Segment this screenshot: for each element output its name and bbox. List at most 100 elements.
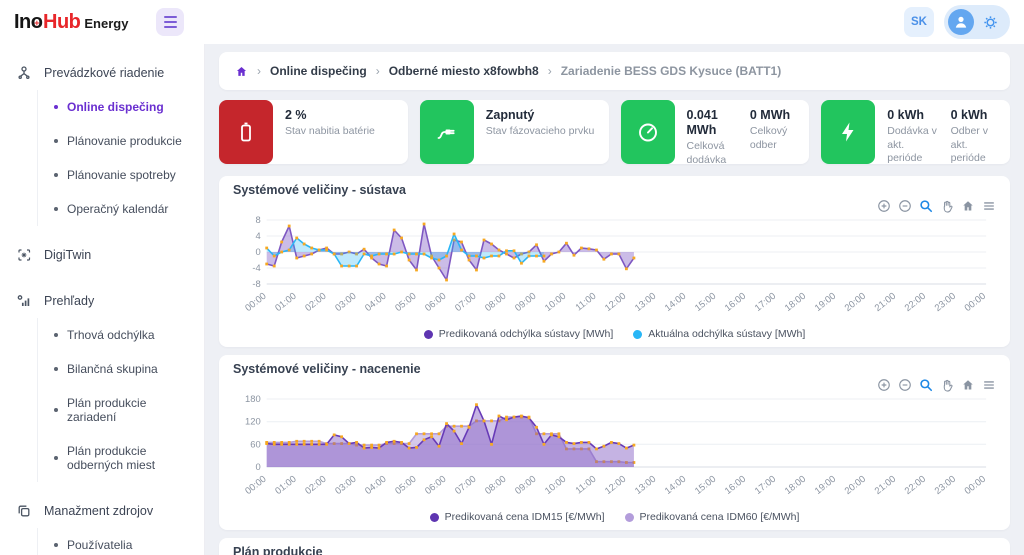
pan-icon[interactable] <box>940 199 954 213</box>
pricing-chart[interactable]: 180 120 60 0 00:00 01:00 02:00 03:00 04:00 05:00 0… <box>233 393 996 509</box>
panel-pricing: Systémové veličiny - nacenenie 180 120 60 0… <box>219 355 1010 530</box>
svg-text:180: 180 <box>245 394 261 405</box>
svg-text:17:00: 17:00 <box>753 474 778 497</box>
legend-item[interactable]: Predikovaná cena IDM60 [€/MWh] <box>624 511 799 523</box>
sidebar-item-digitwin[interactable]: DigiTwin <box>0 238 204 272</box>
svg-text:05:00: 05:00 <box>393 291 418 314</box>
zoom-in-icon[interactable] <box>877 199 891 213</box>
stat-label: Stav fázovacieho prvku <box>485 125 595 137</box>
sidebar: Prevádzkové riadenie Online dispečing Pl… <box>0 44 205 555</box>
home-icon[interactable] <box>961 378 975 392</box>
stat-value: Zapnutý <box>485 108 535 122</box>
sidebar-toggle-button[interactable] <box>156 8 185 36</box>
legend-label: Aktuálna odchýlka sústavy [MWh] <box>648 328 806 340</box>
legend-item[interactable]: Predikovaná cena IDM15 [€/MWh] <box>429 511 605 523</box>
panel-title: Systémové veličiny - sústava <box>233 183 407 197</box>
sidebar-item-label: Používatelia <box>67 538 133 552</box>
stat-value: 0 kWh <box>950 108 988 122</box>
bullet-icon <box>54 333 58 337</box>
zoom-in-icon[interactable] <box>877 378 891 392</box>
logo-text-in: In <box>14 10 31 33</box>
deviation-chart[interactable]: 8 4 0 -4 -8 00:00 01:00 02:00 03:00 04:00 05:00 06:… <box>233 214 996 326</box>
nav-children: Trhová odchýlka Bilančná skupina Plán pr… <box>37 318 204 482</box>
svg-text:07:00: 07:00 <box>453 474 478 497</box>
profile-pill <box>944 5 1010 39</box>
legend-dot-icon <box>624 512 634 522</box>
digitwin-icon <box>16 247 32 263</box>
svg-text:14:00: 14:00 <box>663 291 688 314</box>
svg-text:20:00: 20:00 <box>843 474 868 497</box>
sidebar-item-prehlady[interactable]: Prehľady <box>0 284 204 318</box>
svg-text:0: 0 <box>256 247 261 258</box>
stat-label: Odber v akt. perióde <box>950 125 988 165</box>
selection-zoom-icon[interactable] <box>919 199 933 213</box>
stat: Zapnutý Stav fázovacieho prvku <box>486 108 603 158</box>
chart-toolbar <box>233 378 996 392</box>
legend-dot-icon <box>633 329 643 339</box>
bullet-icon <box>54 105 58 109</box>
svg-text:00:00: 00:00 <box>243 474 268 497</box>
sidebar-item-plan-produkcie-zariadeni[interactable]: Plán produkcie zariadení <box>38 386 204 434</box>
breadcrumb-item-odberne-miesto[interactable]: Odberné miesto x8fowbh8 <box>388 64 539 78</box>
user-avatar[interactable] <box>948 9 974 35</box>
svg-text:15:00: 15:00 <box>693 474 718 497</box>
sidebar-item-label: Trhová odchýlka <box>67 328 155 342</box>
sidebar-item-online-dispecing[interactable]: Online dispečing <box>38 90 204 124</box>
panel-system-quantities: Systémové veličiny - sústava 8 4 0 -4 -8 00:0… <box>219 176 1010 347</box>
bullet-icon <box>54 139 58 143</box>
legend-item[interactable]: Aktuálna odchýlka sústavy [MWh] <box>633 328 805 340</box>
svg-text:14:00: 14:00 <box>663 474 688 497</box>
sidebar-item-bilancna-skupina[interactable]: Bilančná skupina <box>38 352 204 386</box>
stat-value: 0.041 MWh <box>686 108 718 137</box>
panel-production-plan: Plán produkcie <box>219 538 1010 555</box>
svg-text:120: 120 <box>245 417 261 428</box>
svg-text:21:00: 21:00 <box>873 291 898 314</box>
svg-text:00:00: 00:00 <box>963 474 988 497</box>
svg-text:13:00: 13:00 <box>633 474 658 497</box>
zoom-out-icon[interactable] <box>898 199 912 213</box>
svg-text:07:00: 07:00 <box>453 291 478 314</box>
chart-legend: Predikovaná cena IDM15 [€/MWh] Predikova… <box>233 509 996 525</box>
svg-text:04:00: 04:00 <box>363 291 388 314</box>
sidebar-item-label: Manažment zdrojov <box>44 504 154 518</box>
zoom-out-icon[interactable] <box>898 378 912 392</box>
menu-icon[interactable] <box>982 199 996 213</box>
panel-title: Plán produkcie <box>233 545 323 555</box>
svg-text:21:00: 21:00 <box>873 474 898 497</box>
status-cards-row: 2 % Stav nabitia batérie Zapnutý Stav fá… <box>219 100 1010 166</box>
sidebar-item-planovanie-spotreby[interactable]: Plánovanie spotreby <box>38 158 204 192</box>
svg-text:01:00: 01:00 <box>273 291 298 314</box>
breadcrumb-item-online-dispecing[interactable]: Online dispečing <box>270 64 367 78</box>
bolt-icon <box>821 100 876 164</box>
app-logo[interactable]: In o + Hub Energy <box>14 11 128 34</box>
sidebar-item-plan-produkcie-odbernych-miest[interactable]: Plán produkcie odberných miest <box>38 434 204 482</box>
menu-icon[interactable] <box>982 378 996 392</box>
sidebar-item-pouzivatelia[interactable]: Používatelia <box>38 528 204 555</box>
stat-value: 2 % <box>285 108 307 122</box>
home-icon[interactable] <box>235 65 248 78</box>
sidebar-item-manazment-zdrojov[interactable]: Manažment zdrojov <box>0 494 204 528</box>
panel-title: Systémové veličiny - nacenenie <box>233 362 421 376</box>
language-button[interactable]: SK <box>904 7 934 37</box>
nav-section-manazment: Manažment zdrojov Používatelia Subjekty <box>0 494 204 555</box>
sidebar-item-trhova-odchylka[interactable]: Trhová odchýlka <box>38 318 204 352</box>
sidebar-item-label: Online dispečing <box>67 100 164 114</box>
svg-text:02:00: 02:00 <box>303 291 328 314</box>
sidebar-item-operacny-kalendar[interactable]: Operačný kalendár <box>38 192 204 226</box>
sidebar-item-prevadzkove-riadenie[interactable]: Prevádzkové riadenie <box>0 56 204 90</box>
legend-dot-icon <box>423 329 433 339</box>
gauge-icon <box>620 100 675 164</box>
stat-value: 0 kWh <box>887 108 925 122</box>
selection-zoom-icon[interactable] <box>919 378 933 392</box>
pan-icon[interactable] <box>940 378 954 392</box>
bullet-icon <box>54 173 58 177</box>
sidebar-item-planovanie-produkcie[interactable]: Plánovanie produkcie <box>38 124 204 158</box>
bullet-icon <box>54 456 58 460</box>
legend-item[interactable]: Predikovaná odchýlka sústavy [MWh] <box>423 328 613 340</box>
svg-text:8: 8 <box>256 215 261 226</box>
svg-text:16:00: 16:00 <box>723 474 748 497</box>
sidebar-item-label: Plán produkcie odberných miest <box>67 444 156 472</box>
settings-gear-icon[interactable] <box>982 14 999 31</box>
home-icon[interactable] <box>961 199 975 213</box>
